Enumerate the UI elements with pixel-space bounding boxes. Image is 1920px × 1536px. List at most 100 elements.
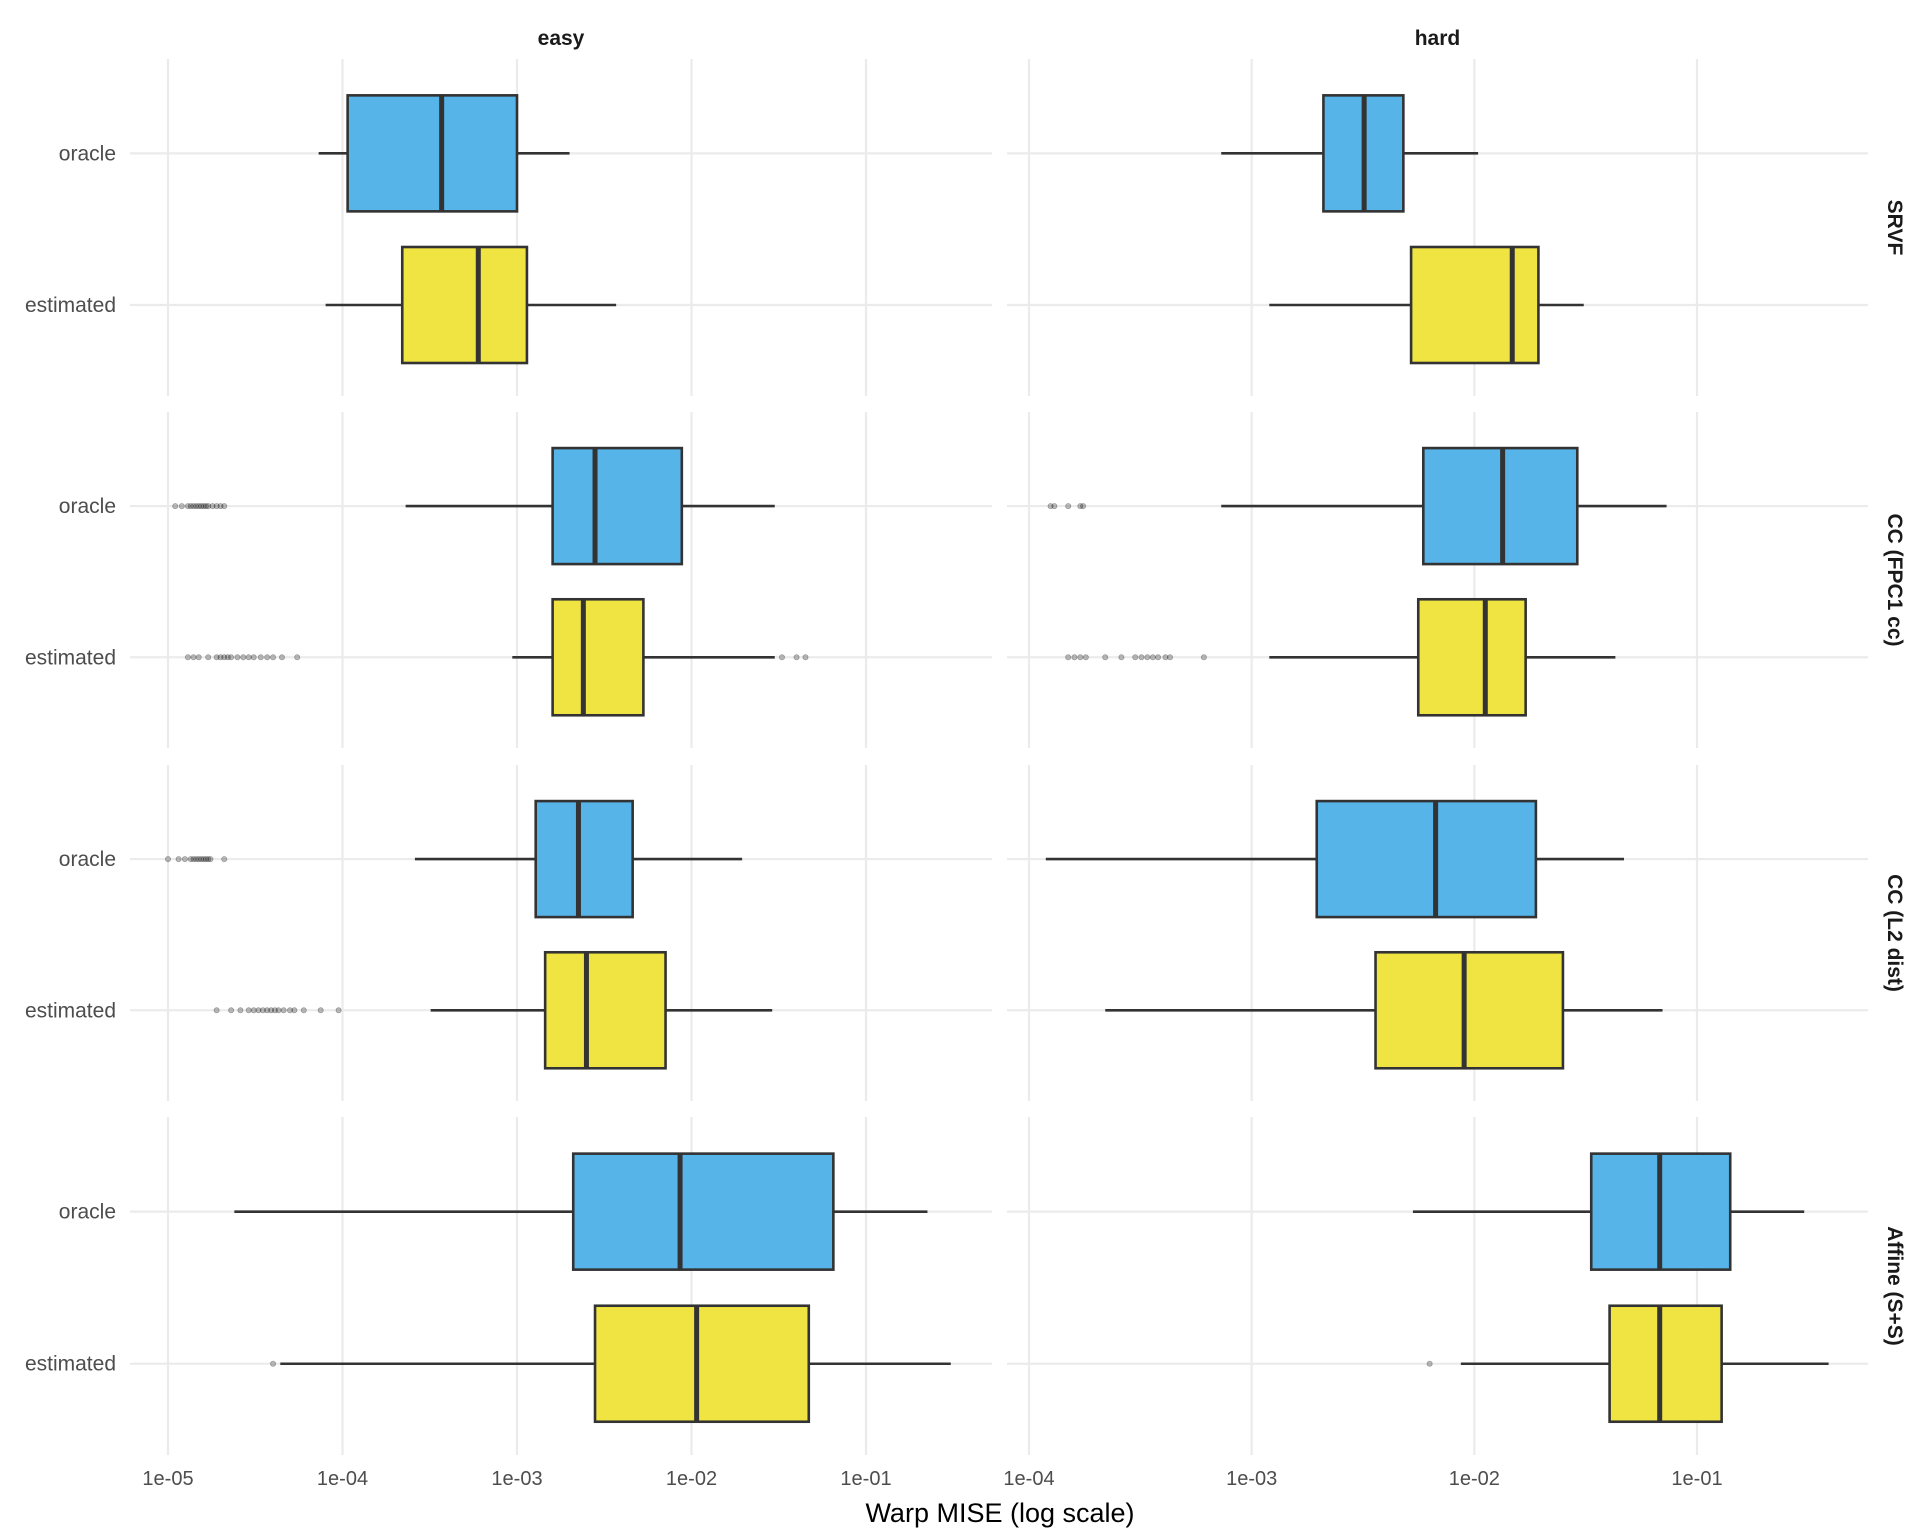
x-tick-label: 1e-01 [840, 1468, 891, 1490]
box-iqr [346, 94, 519, 213]
box-estimated [1269, 245, 1584, 365]
outlier-point [200, 856, 207, 863]
outlier-point [275, 1007, 282, 1014]
boxes-hard-1 [1047, 446, 1667, 717]
outlier-point [259, 1007, 266, 1014]
outlier-point [317, 1007, 324, 1014]
outlier-point [198, 503, 205, 510]
outlier-point [195, 856, 202, 863]
box-iqr [1315, 799, 1538, 919]
strip-labels: easy hard SRVF CC (FPC1 cc) CC (L2 dist) Affi… [538, 27, 1906, 1346]
outlier-point [1077, 654, 1084, 661]
panels [130, 59, 1868, 1455]
outlier-point [202, 856, 209, 863]
outlier-point [245, 654, 252, 661]
box-estimated [213, 950, 773, 1070]
box-estimated [1065, 597, 1616, 717]
outlier-point [278, 654, 285, 661]
outlier-point [270, 1360, 277, 1367]
box-iqr [400, 245, 529, 365]
outlier-point [1155, 654, 1162, 661]
boxes-easy-3 [234, 1152, 951, 1424]
outlier-point [793, 654, 800, 661]
boxes-hard-0 [1221, 94, 1584, 365]
box-estimated [1426, 1304, 1829, 1424]
box-oracle [172, 446, 775, 566]
outlier-point [202, 503, 209, 510]
outlier-point [205, 654, 212, 661]
outlier-point [1200, 654, 1207, 661]
outlier-point [234, 654, 241, 661]
box-iqr [571, 1152, 835, 1271]
outlier-point [1080, 503, 1087, 510]
x-tick-label: 1e-04 [317, 1468, 368, 1490]
y-tick-label-estimated: estimated [25, 999, 116, 1022]
box-oracle [1221, 94, 1479, 213]
panel-easy-3 [130, 1117, 992, 1455]
outlier-point [240, 654, 247, 661]
outlier-point [1138, 654, 1145, 661]
outlier-point [300, 1007, 307, 1014]
box-iqr [551, 597, 645, 717]
boxes-easy-0 [318, 94, 617, 365]
y-tick-label-oracle: oracle [59, 848, 116, 871]
strip-label-row: CC (L2 dist) [1883, 874, 1906, 992]
box-iqr [593, 1304, 811, 1424]
outlier-point [193, 856, 200, 863]
outlier-point [181, 856, 188, 863]
outlier-point [190, 503, 197, 510]
outlier-point [164, 856, 171, 863]
y-tick-label-estimated: estimated [25, 1353, 116, 1376]
outlier-point [250, 654, 257, 661]
y-tick-label-oracle: oracle [59, 142, 116, 165]
outlier-point [195, 654, 202, 661]
outlier-point [198, 856, 205, 863]
boxes-hard-3 [1412, 1152, 1829, 1424]
strip-label-row: Affine (S+S) [1883, 1226, 1906, 1346]
outlier-point [245, 1007, 252, 1014]
strip-label-hard: hard [1415, 27, 1461, 50]
outlier-point [217, 503, 224, 510]
x-tick-label: 1e-05 [142, 1468, 193, 1490]
outlier-point [221, 856, 228, 863]
panel-hard-3 [1007, 1117, 1868, 1455]
outlier-point [228, 1007, 235, 1014]
y-axes: oracle estimated oracle estimated oracle esti… [25, 142, 116, 1375]
x-axis-title: Warp MISE (log scale) [865, 1498, 1134, 1528]
outlier-point [1082, 654, 1089, 661]
outlier-point [205, 856, 212, 863]
box-iqr [543, 950, 667, 1070]
outlier-point [209, 503, 216, 510]
outlier-point [1132, 654, 1139, 661]
outlier-point [1071, 654, 1078, 661]
outlier-point [1102, 654, 1109, 661]
outlier-point [217, 654, 224, 661]
x-tick-label: 1e-03 [1226, 1468, 1277, 1490]
box-estimated [184, 597, 809, 717]
box-iqr [1416, 597, 1527, 717]
outlier-point [190, 856, 197, 863]
box-oracle [164, 799, 743, 919]
outlier-point [1149, 654, 1156, 661]
panel-easy-0 [130, 59, 992, 396]
box-oracle [234, 1152, 928, 1271]
outlier-point [187, 503, 194, 510]
strip-label-row: CC (FPC1 cc) [1883, 513, 1906, 646]
strip-label-easy: easy [538, 27, 585, 50]
outlier-point [193, 503, 200, 510]
outlier-point [294, 654, 301, 661]
box-oracle [1045, 799, 1624, 919]
x-tick-label: 1e-01 [1671, 1468, 1722, 1490]
strip-label-row: SRVF [1883, 200, 1906, 256]
outlier-point [1426, 1360, 1433, 1367]
boxes-hard-2 [1045, 799, 1663, 1070]
box-iqr [1409, 245, 1540, 365]
box-estimated [270, 1304, 951, 1424]
boxes-easy-1 [172, 446, 809, 717]
outlier-point [1077, 503, 1084, 510]
outlier-point [802, 654, 809, 661]
outlier-point [184, 654, 191, 661]
box-iqr [1374, 950, 1565, 1070]
outlier-point [205, 503, 212, 510]
box-oracle [1047, 446, 1667, 566]
